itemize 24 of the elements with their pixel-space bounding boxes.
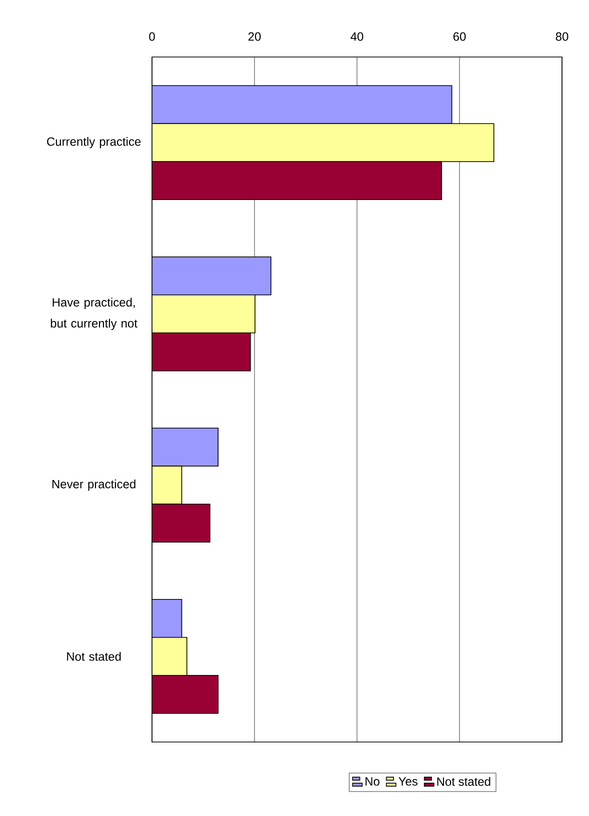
legend-label: Yes	[398, 777, 418, 786]
bar	[152, 123, 494, 162]
bar	[152, 674, 219, 714]
bar	[152, 256, 272, 296]
x-tick-label: 80	[556, 32, 568, 41]
bar	[152, 598, 182, 638]
bar	[152, 332, 251, 372]
bar	[152, 161, 442, 200]
bar	[152, 85, 452, 124]
x-tick-label: 60	[453, 32, 466, 41]
bar	[152, 428, 219, 467]
bar	[152, 294, 256, 334]
y-tick-label: Have practiced, but currently not	[50, 298, 138, 330]
x-tick-label: 20	[248, 32, 261, 41]
legend-label: No	[366, 777, 380, 786]
bar	[152, 636, 188, 676]
y-tick-label: Never practiced	[52, 480, 136, 491]
y-tick-label: Currently practice	[47, 137, 141, 148]
bar	[152, 504, 210, 543]
legend-label: Not stated	[437, 777, 490, 786]
y-tick-label: Not stated	[67, 652, 121, 661]
x-tick-label: 40	[350, 32, 364, 41]
x-tick-label: 0	[149, 32, 155, 41]
bar	[152, 466, 182, 505]
